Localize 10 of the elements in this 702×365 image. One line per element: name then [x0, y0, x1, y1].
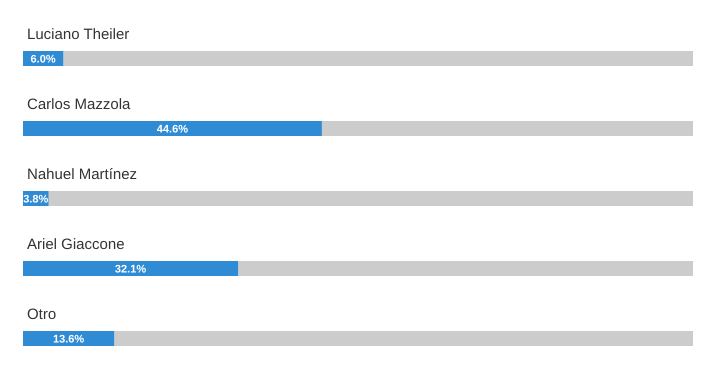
data-label: 32.1% [114, 264, 146, 276]
y-tick-label: Ariel Giaccone [27, 236, 125, 253]
data-label: 44.6% [156, 124, 188, 136]
y-tick-label: Luciano Theiler [27, 26, 130, 43]
data-label: 3.8% [23, 194, 48, 206]
y-tick-label: Otro [27, 306, 56, 323]
y-tick-label: Carlos Mazzola [27, 96, 132, 113]
y-tick-label: Nahuel Martínez [27, 166, 138, 183]
data-label: 13.6% [52, 334, 84, 346]
data-label: 6.0% [30, 54, 56, 66]
